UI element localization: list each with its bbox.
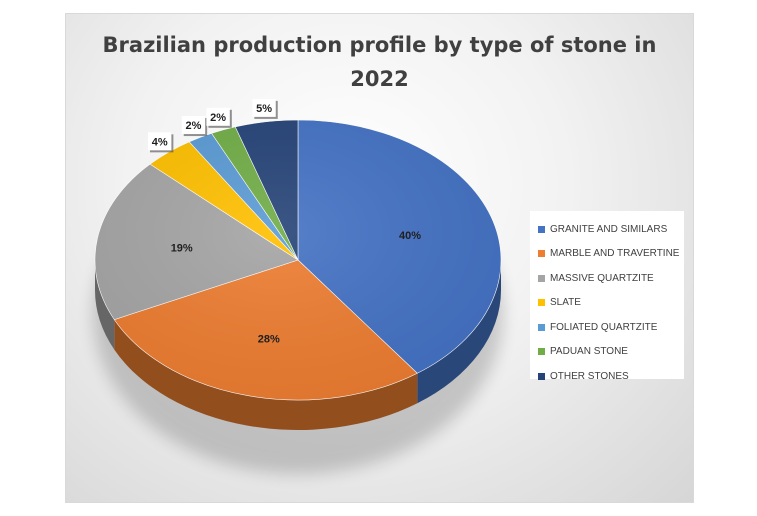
legend-item-other-stones: OTHER STONES <box>538 364 684 389</box>
data-label-slate: 4% <box>147 132 174 153</box>
legend-swatch <box>538 299 545 307</box>
data-label-box <box>181 116 206 135</box>
legend-label: SLATE <box>550 297 581 309</box>
legend-label: PADUAN STONE <box>550 346 628 358</box>
data-label-foliated-quartzite: 2% <box>181 116 208 137</box>
legend-label: OTHER STONES <box>550 370 629 382</box>
data-label-text: 19% <box>171 242 193 254</box>
legend-item-paduan-stone: PADUAN STONE <box>538 340 684 365</box>
legend-item-slate: SLATE <box>538 291 684 316</box>
data-label-box <box>206 107 230 126</box>
data-label-text: 40% <box>399 230 421 242</box>
pie-side-granite-and-similars <box>417 260 501 404</box>
legend-swatch <box>538 372 545 380</box>
data-label-text: 2% <box>210 112 226 124</box>
legend-item-marble-and-travertine: MARBLE AND TRAVERTINE <box>538 242 684 267</box>
legend-label: GRANITE AND SIMILARS <box>550 223 668 235</box>
legend-item-granite-and-similars: GRANITE AND SIMILARS <box>538 217 684 242</box>
legend-swatch <box>538 274 545 282</box>
data-label-massive-quartzite: 19% <box>171 242 193 254</box>
data-label-granite-and-similars: 40% <box>399 230 421 242</box>
pie-side-marble-and-travertine <box>114 319 418 430</box>
data-label-text: 2% <box>186 120 202 132</box>
chart-title: Brazilian production profile by type of … <box>102 33 657 91</box>
legend-item-foliated-quartzite: FOLIATED QUARTZITE <box>538 315 684 340</box>
chart-panel: 40% 28% 19% 4% 2% 2% 5% Brazilian production p… <box>65 13 694 503</box>
legend-item-massive-quartzite: MASSIVE QUARTZITE <box>538 266 684 291</box>
data-label-other-stones: 5% <box>252 98 278 119</box>
pie-chart: 40% 28% 19% 4% 2% 2% 5% <box>93 98 503 474</box>
chart-legend: GRANITE AND SIMILARS MARBLE AND TRAVERTIN… <box>530 211 684 382</box>
legend-label: FOLIATED QUARTZITE <box>550 321 658 333</box>
data-label-text: 4% <box>152 136 168 148</box>
legend-swatch <box>538 323 545 331</box>
pie-top-shading <box>95 120 501 400</box>
data-label-text: 5% <box>256 103 272 115</box>
legend-swatch <box>538 348 545 356</box>
legend-label: MASSIVE QUARTZITE <box>550 272 654 284</box>
data-label-text: 28% <box>258 334 280 346</box>
data-label-marble-and-travertine: 28% <box>258 334 280 346</box>
legend-swatch <box>538 225 545 233</box>
legend-swatch <box>538 250 545 258</box>
legend-label: MARBLE AND TRAVERTINE <box>550 248 680 260</box>
pie-side-massive-quartzite <box>95 260 115 350</box>
data-label-box <box>147 132 172 151</box>
data-label-paduan-stone: 2% <box>206 107 232 128</box>
data-label-box <box>252 98 276 117</box>
